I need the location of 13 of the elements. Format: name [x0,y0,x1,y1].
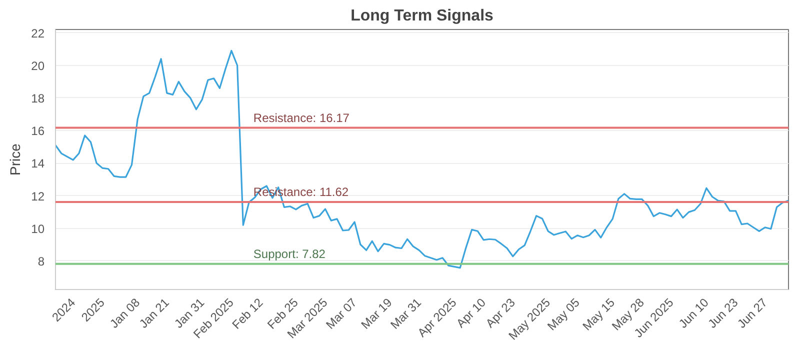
y-tick-label: 18 [31,91,45,106]
y-tick-label: 14 [31,156,45,171]
y-tick-label: 16 [31,124,45,138]
y-tick-label: 20 [31,58,45,73]
line-series [56,50,788,269]
ref-line-label: Support: 7.82 [253,246,326,261]
y-tick-label: 12 [31,189,45,204]
ref-line-label: Resistance: 16.17 [253,110,350,125]
y-tick-label: 10 [31,222,45,236]
y-tick-label: 8 [38,254,45,268]
y-tick-label: 22 [31,26,45,40]
y-axis-title: Price [7,143,24,176]
chart-title: Long Term Signals [350,8,494,24]
